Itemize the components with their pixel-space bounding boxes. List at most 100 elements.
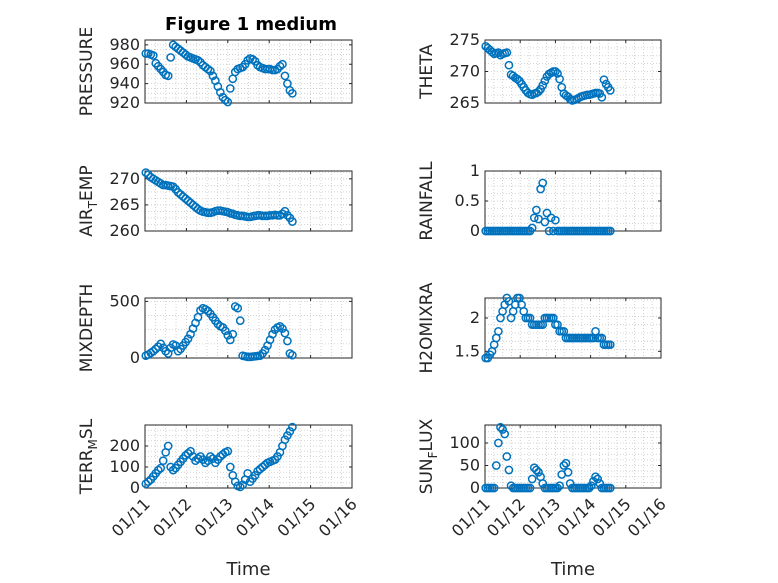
data-point	[223, 97, 233, 107]
data-point	[275, 61, 285, 71]
data-point	[500, 429, 510, 439]
data-point	[215, 87, 225, 97]
data-point	[605, 483, 615, 493]
data-point	[220, 326, 230, 336]
data-point	[173, 346, 183, 356]
data-point	[248, 55, 257, 64]
axes-h2omixra: 1.5 2 H2OMIXRA	[417, 282, 662, 374]
data-point	[494, 438, 503, 448]
data-point	[233, 303, 243, 313]
data-point	[168, 182, 178, 192]
data-point	[143, 170, 153, 180]
data-point	[563, 467, 573, 477]
data-point	[143, 477, 153, 487]
data-point	[183, 196, 193, 206]
data-point	[527, 474, 537, 484]
data-point	[559, 461, 569, 470]
data-point	[183, 334, 193, 344]
data-point	[223, 331, 233, 340]
y-tick-label: 50	[460, 456, 480, 475]
y-axis-label: PRESSURE	[77, 27, 97, 116]
data-point	[534, 87, 543, 97]
data-point	[178, 192, 188, 201]
data-point	[605, 86, 615, 95]
data-point	[186, 198, 195, 208]
x-axis-label: Time	[225, 559, 270, 580]
data-point	[605, 226, 615, 236]
data-point	[158, 456, 168, 466]
y-tick-label: 200	[109, 436, 140, 455]
data-point	[141, 168, 151, 177]
data-point	[593, 474, 602, 484]
data-point	[273, 210, 282, 220]
data-point	[193, 454, 203, 463]
data-point	[553, 483, 562, 493]
y-tick-label: 270	[449, 62, 480, 81]
y-tick-label: 2	[470, 308, 480, 327]
y-axis-label-subscript: F	[426, 451, 440, 458]
data-point	[288, 88, 297, 98]
data-point	[502, 452, 512, 461]
data-point	[168, 465, 178, 475]
axes-air-temp: 260 265 270 AIRTEMP	[77, 165, 353, 240]
data-point	[288, 422, 297, 432]
data-point	[253, 466, 262, 476]
axes-mixdepth: 0 500 MIXDEPTH	[77, 284, 353, 373]
data-point	[238, 480, 248, 490]
y-tick-label: 940	[109, 74, 140, 93]
data-point	[551, 67, 560, 76]
data-point	[258, 462, 267, 472]
data-point	[220, 95, 230, 105]
data-point	[494, 48, 503, 57]
axes-box	[484, 297, 662, 359]
data-point	[176, 190, 185, 199]
data-point	[538, 178, 548, 188]
data-point	[280, 71, 290, 81]
data-point	[275, 321, 285, 331]
data-point	[496, 422, 505, 432]
data-point	[584, 483, 594, 493]
x-axis-label: Time	[550, 559, 595, 580]
data-point	[268, 65, 277, 75]
data-point	[540, 217, 550, 227]
y-tick-label: 0	[130, 478, 140, 497]
y-tick-label: 980	[109, 35, 140, 54]
axes-box	[144, 170, 353, 232]
data-point	[148, 51, 158, 60]
y-tick-label: 0.5	[455, 191, 480, 210]
data-point	[166, 53, 176, 62]
data-point	[283, 210, 292, 220]
data-point	[156, 463, 166, 473]
data-point	[223, 446, 233, 456]
y-axis-label: AIRTEMP	[77, 165, 100, 236]
data-point	[225, 84, 235, 93]
y-axis-label: MIXDEPTH	[77, 284, 97, 373]
data-point	[235, 482, 245, 492]
data-point	[173, 188, 183, 197]
data-point	[208, 71, 218, 81]
data-point	[283, 336, 292, 346]
y-axis-label-subscript: M	[86, 439, 100, 449]
data-point	[597, 92, 607, 102]
y-axis-label: RAINFALL	[417, 161, 437, 241]
data-point	[591, 472, 600, 482]
data-point	[148, 346, 158, 356]
data-point	[504, 60, 514, 70]
y-tick-label: 265	[449, 93, 480, 112]
y-axis-label-subscript: T	[86, 200, 100, 209]
y-tick-label: 960	[109, 54, 140, 73]
data-point	[181, 194, 190, 204]
data-point	[201, 458, 210, 468]
y-axis-label: H2OMIXRA	[417, 282, 437, 373]
data-point	[502, 48, 512, 57]
y-tick-label: 265	[109, 195, 140, 214]
y-axis-label-rest: EMP	[77, 165, 97, 201]
data-point	[255, 351, 265, 361]
data-point	[546, 213, 556, 223]
y-tick-label: 1.5	[455, 341, 480, 360]
data-point	[586, 481, 596, 491]
data-point	[504, 465, 514, 475]
data-point	[555, 481, 564, 491]
